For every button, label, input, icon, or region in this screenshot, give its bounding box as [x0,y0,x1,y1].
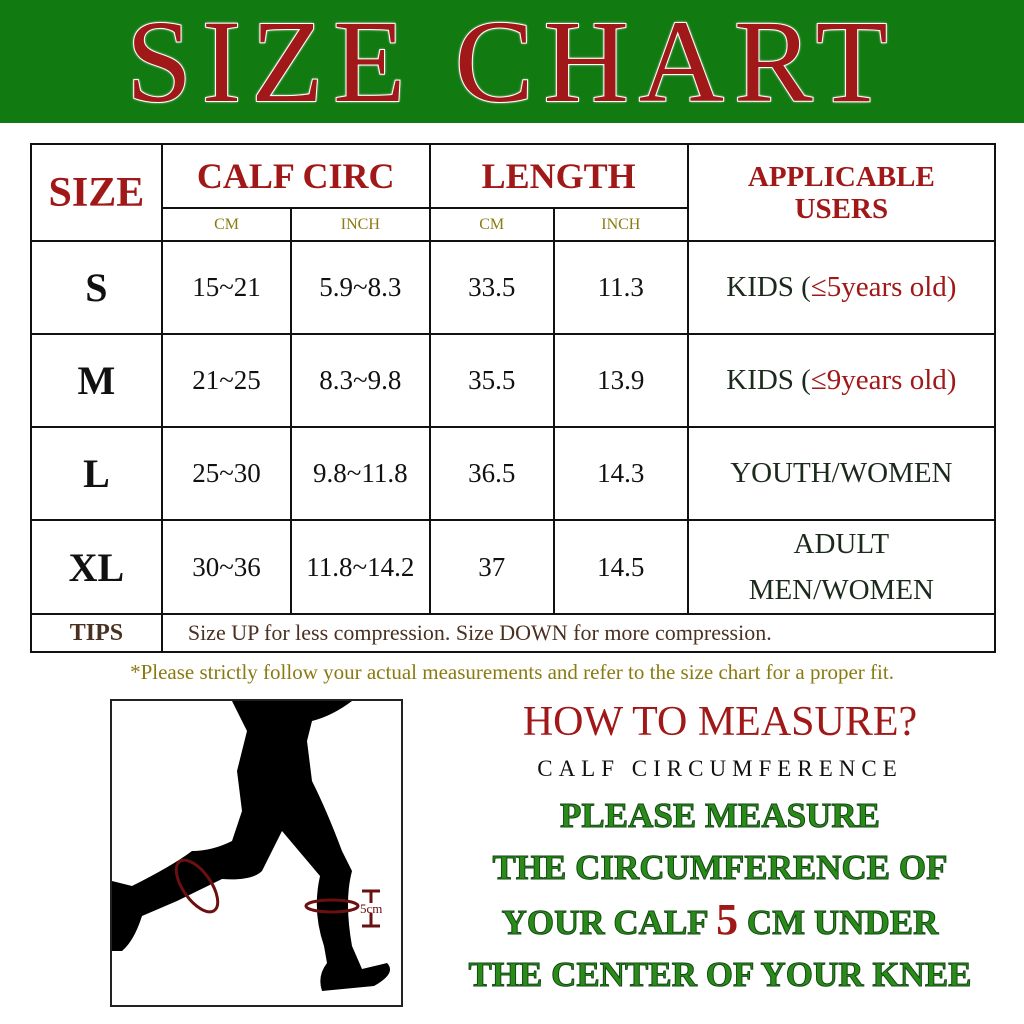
length-header: LENGTH [428,143,689,209]
measure-diagram: 5cm [110,699,403,1007]
tips-label: TIPS [30,613,163,653]
size-row: M 21~25 8.3~9.8 35.5 13.9 KIDS (≤9years … [30,333,997,428]
runner-silhouette-icon [112,701,391,991]
instruction-line: PLEASE MEASURE [560,796,881,836]
diagram-label: 5cm [360,901,383,916]
length-inch-cell: 14.5 [552,519,689,615]
size-cell: XL [30,519,163,615]
length-cm-cell: 37 [428,519,555,615]
unit-label: CM [160,207,293,242]
calf-inch-cell: 5.9~8.3 [290,240,431,335]
size-row: L 25~30 9.8~11.8 36.5 14.3 YOUTH/WOMEN [30,426,997,521]
size-row: S 15~21 5.9~8.3 33.5 11.3 KIDS (≤5years … [30,240,997,335]
instruction-line: YOUR CALF 5 CM UNDER [501,895,939,944]
instruction-line: THE CIRCUMFERENCE OF [492,848,948,888]
calf-cm-cell: 30~36 [160,519,293,615]
calf-cm-cell: 15~21 [160,240,293,335]
unit-label: INCH [552,207,689,242]
page-title: SIZE CHART [125,0,898,127]
calf-inch-cell: 9.8~11.8 [290,426,431,521]
tips-text: Size UP for less compression. Size DOWN … [160,613,997,653]
measure-instructions: HOW TO MEASURE? CALF CIRCUMFERENCE PLEAS… [430,700,1010,1001]
users-cell: KIDS (≤9years old) [686,333,997,428]
instruction-line: THE CENTER OF YOUR KNEE [468,955,972,995]
calf-inch-cell: 8.3~9.8 [290,333,431,428]
users-cell: ADULT MEN/WOMEN [686,519,997,615]
size-header: SIZE [30,143,163,242]
users-cell: KIDS (≤5years old) [686,240,997,335]
size-cell: S [30,240,163,335]
size-cell: M [30,333,163,428]
length-cm-cell: 35.5 [428,333,555,428]
calf-header: CALF CIRC [160,143,431,209]
users-cell: YOUTH/WOMEN [686,426,997,521]
size-table: SIZE CALF CIRC LENGTH APPLICABLE USERS C… [30,143,997,653]
fit-note: *Please strictly follow your actual meas… [130,660,894,684]
size-cell: L [30,426,163,521]
unit-label: INCH [290,207,431,242]
length-cm-cell: 36.5 [428,426,555,521]
title-banner: SIZE CHART [0,0,1024,123]
length-inch-cell: 14.3 [552,426,689,521]
length-cm-cell: 33.5 [428,240,555,335]
users-header: APPLICABLE USERS [686,143,997,242]
size-row: XL 30~36 11.8~14.2 37 14.5 ADULT MEN/WOM… [30,519,997,615]
measure-subtitle: CALF CIRCUMFERENCE [537,756,903,781]
calf-cm-cell: 25~30 [160,426,293,521]
measure-title: HOW TO MEASURE? [522,699,918,745]
length-inch-cell: 11.3 [552,240,689,335]
calf-cm-cell: 21~25 [160,333,293,428]
length-inch-cell: 13.9 [552,333,689,428]
unit-label: CM [428,207,555,242]
calf-inch-cell: 11.8~14.2 [290,519,431,615]
